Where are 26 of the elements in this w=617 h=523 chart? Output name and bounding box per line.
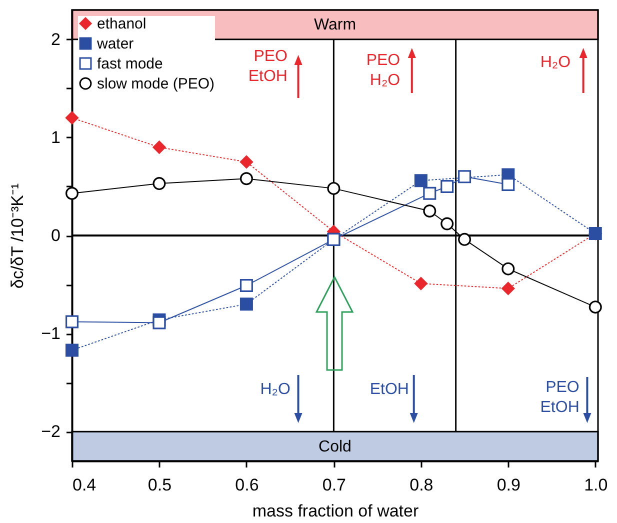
x-tick-label: 0.4 <box>72 476 96 494</box>
annotation: H₂O <box>540 54 571 72</box>
legend-label: ethanol <box>97 16 146 32</box>
x-tick-label: 0.5 <box>148 476 172 494</box>
annotation: EtOH <box>370 381 409 398</box>
annotation: PEO EtOH <box>248 48 288 86</box>
annotation: H₂O <box>260 381 290 398</box>
annotation: PEO H₂O <box>366 52 400 90</box>
y-tick-label: 0 <box>51 226 60 245</box>
y-axis-title: δc/δT /10⁻³K⁻¹ <box>8 183 28 289</box>
y-tick-label: −2 <box>41 422 60 442</box>
legend-label: water <box>96 36 134 52</box>
x-tick-label: 0.7 <box>322 476 346 494</box>
y-tick-label: 2 <box>51 30 60 49</box>
x-tick-label: 0.6 <box>235 476 259 494</box>
x-tick-label: 0.8 <box>410 476 434 494</box>
x-tick-label: 0.9 <box>496 476 520 494</box>
y-tick-label: −1 <box>41 324 60 344</box>
y-tick-label: 1 <box>51 128 60 147</box>
x-tick-label: 1.0 <box>584 476 608 494</box>
legend-label: fast mode <box>97 56 163 72</box>
legend-label: slow mode (PEO) <box>97 76 215 92</box>
band-label: Warm <box>314 16 356 34</box>
annotation: PEO EtOH <box>540 379 580 416</box>
band-label: Cold <box>318 438 352 456</box>
x-axis-title: mass fraction of water <box>252 502 419 520</box>
